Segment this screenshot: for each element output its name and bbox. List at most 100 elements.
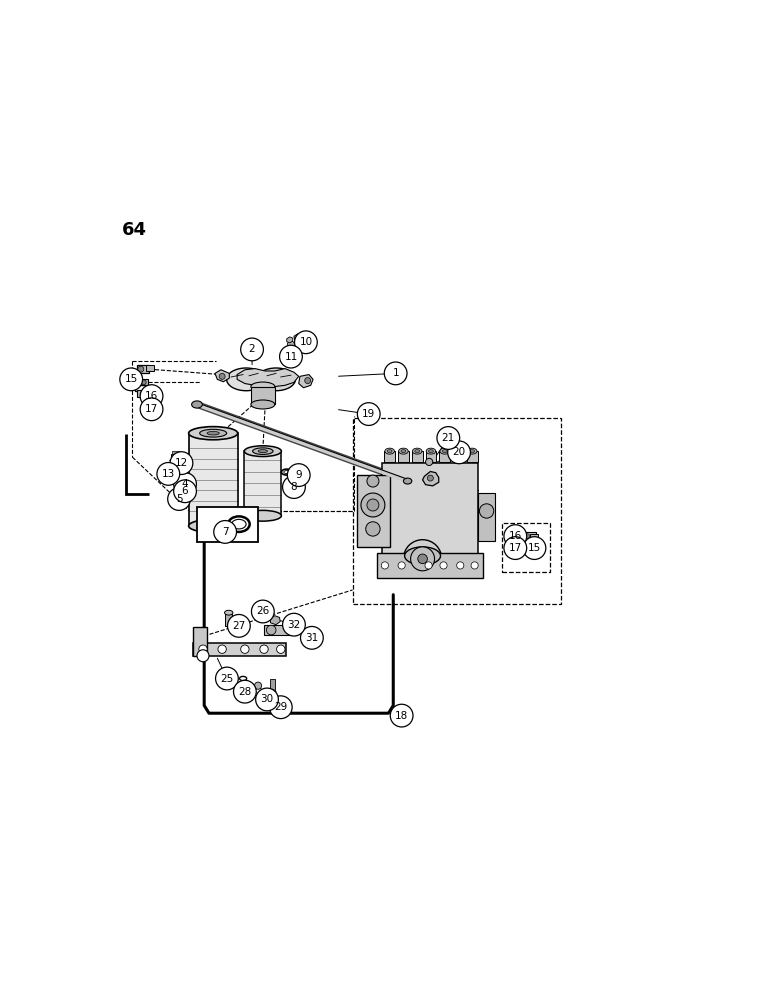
Text: 5: 5 bbox=[176, 494, 182, 504]
Ellipse shape bbox=[398, 448, 408, 454]
Bar bbox=[146, 365, 154, 371]
Text: 17: 17 bbox=[145, 404, 158, 414]
Text: 27: 27 bbox=[232, 621, 245, 631]
Circle shape bbox=[448, 441, 470, 464]
Ellipse shape bbox=[456, 450, 461, 453]
Circle shape bbox=[525, 534, 530, 539]
Bar bbox=[530, 534, 538, 547]
Bar bbox=[513, 542, 520, 548]
Bar bbox=[137, 365, 149, 373]
Circle shape bbox=[214, 521, 236, 543]
Circle shape bbox=[269, 696, 292, 719]
Ellipse shape bbox=[440, 448, 449, 454]
Ellipse shape bbox=[404, 478, 411, 484]
Ellipse shape bbox=[252, 448, 273, 454]
Circle shape bbox=[504, 537, 527, 559]
Polygon shape bbox=[270, 616, 280, 625]
Ellipse shape bbox=[405, 547, 441, 565]
Circle shape bbox=[137, 366, 144, 372]
Text: 7: 7 bbox=[222, 527, 229, 537]
Circle shape bbox=[141, 380, 146, 385]
Text: 15: 15 bbox=[528, 543, 541, 553]
Circle shape bbox=[523, 537, 546, 559]
Text: 21: 21 bbox=[442, 433, 455, 443]
Circle shape bbox=[367, 475, 379, 487]
Ellipse shape bbox=[412, 448, 422, 454]
Ellipse shape bbox=[227, 368, 266, 391]
Bar bbox=[502, 523, 550, 572]
Circle shape bbox=[428, 475, 433, 481]
Circle shape bbox=[366, 522, 380, 536]
Bar bbox=[251, 387, 275, 404]
Circle shape bbox=[141, 391, 145, 396]
Bar bbox=[513, 551, 520, 557]
Circle shape bbox=[283, 613, 305, 636]
Bar bbox=[173, 477, 184, 483]
Bar bbox=[384, 451, 395, 462]
Ellipse shape bbox=[269, 690, 276, 693]
Circle shape bbox=[260, 645, 268, 653]
Bar bbox=[467, 451, 478, 462]
Circle shape bbox=[120, 368, 143, 391]
Text: 10: 10 bbox=[300, 337, 313, 347]
Ellipse shape bbox=[207, 431, 219, 435]
Circle shape bbox=[252, 600, 274, 623]
Bar bbox=[137, 390, 148, 397]
Text: 16: 16 bbox=[509, 531, 522, 541]
Circle shape bbox=[391, 704, 413, 727]
Circle shape bbox=[170, 452, 193, 474]
Ellipse shape bbox=[388, 450, 392, 453]
Text: 12: 12 bbox=[174, 458, 188, 468]
Circle shape bbox=[437, 427, 459, 449]
Ellipse shape bbox=[244, 446, 281, 457]
Circle shape bbox=[404, 540, 442, 578]
Text: 4: 4 bbox=[181, 479, 188, 489]
Circle shape bbox=[504, 525, 527, 547]
Text: 6: 6 bbox=[181, 486, 188, 496]
Circle shape bbox=[361, 493, 385, 517]
Circle shape bbox=[233, 680, 256, 703]
Circle shape bbox=[174, 480, 196, 503]
Bar bbox=[453, 451, 464, 462]
Circle shape bbox=[305, 378, 310, 384]
Circle shape bbox=[199, 645, 207, 653]
Circle shape bbox=[141, 398, 163, 421]
Bar bbox=[194, 643, 286, 656]
Ellipse shape bbox=[401, 450, 406, 453]
Bar bbox=[439, 451, 450, 462]
Bar bbox=[425, 451, 436, 462]
Text: 64: 64 bbox=[122, 221, 147, 239]
Bar bbox=[377, 553, 483, 578]
Polygon shape bbox=[286, 337, 293, 343]
Bar bbox=[523, 532, 536, 541]
Circle shape bbox=[177, 486, 184, 493]
Circle shape bbox=[300, 626, 323, 649]
Ellipse shape bbox=[454, 448, 463, 454]
Polygon shape bbox=[237, 369, 299, 387]
Bar bbox=[353, 418, 560, 604]
Circle shape bbox=[266, 625, 276, 635]
Ellipse shape bbox=[258, 450, 267, 453]
Circle shape bbox=[411, 547, 435, 571]
Polygon shape bbox=[422, 471, 438, 486]
Circle shape bbox=[295, 331, 317, 354]
Circle shape bbox=[255, 682, 262, 689]
Text: 31: 31 bbox=[305, 633, 319, 643]
Bar bbox=[194, 627, 207, 656]
Text: 1: 1 bbox=[392, 368, 399, 378]
Bar bbox=[171, 454, 182, 460]
Circle shape bbox=[241, 645, 249, 653]
Ellipse shape bbox=[188, 427, 238, 440]
Text: 28: 28 bbox=[239, 687, 252, 697]
Bar bbox=[244, 451, 281, 516]
Ellipse shape bbox=[256, 368, 296, 391]
Circle shape bbox=[287, 341, 295, 348]
Circle shape bbox=[141, 385, 163, 407]
Circle shape bbox=[197, 650, 209, 662]
Circle shape bbox=[398, 562, 405, 569]
Ellipse shape bbox=[251, 400, 275, 409]
Circle shape bbox=[168, 488, 191, 510]
Bar bbox=[172, 451, 181, 454]
Circle shape bbox=[279, 345, 303, 368]
Circle shape bbox=[283, 476, 305, 498]
